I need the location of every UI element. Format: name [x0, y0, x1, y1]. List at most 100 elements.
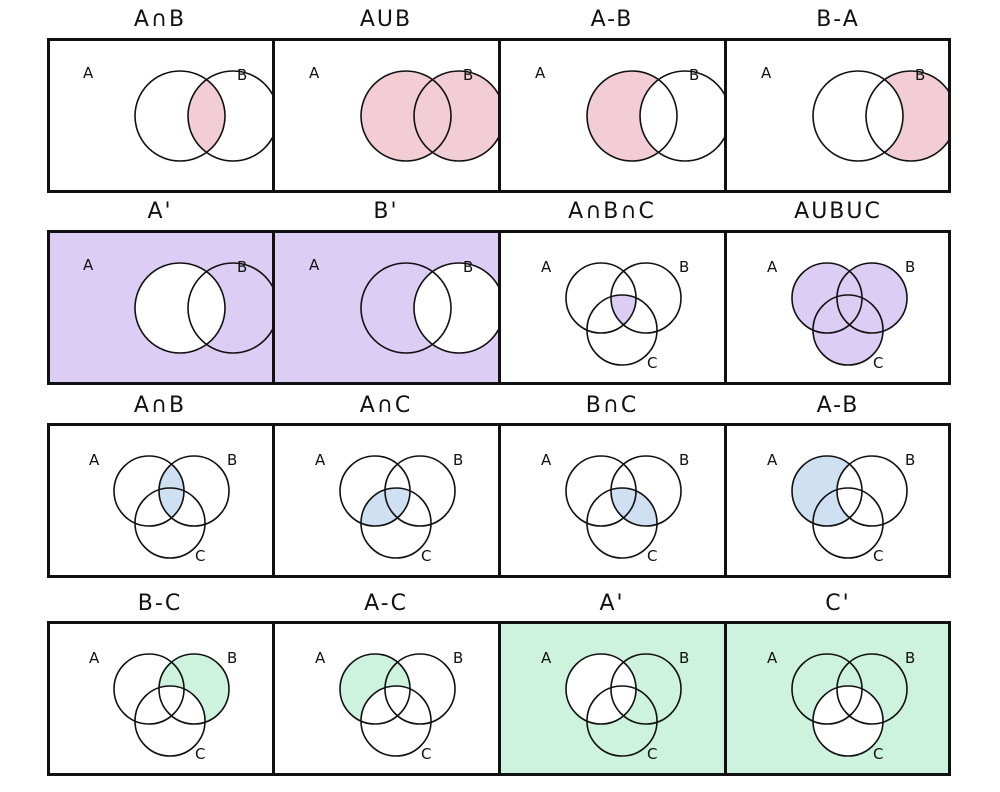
shaded-region	[587, 71, 725, 161]
venn-svg: A B C	[767, 258, 915, 372]
shaded-region	[792, 456, 907, 526]
circle-a	[134, 262, 226, 354]
circle-b	[384, 455, 456, 527]
circle-c	[134, 685, 206, 757]
circle-c	[812, 685, 884, 757]
venn-panel: A B C	[47, 621, 273, 776]
shaded-region	[340, 654, 431, 756]
circle-c	[134, 487, 206, 559]
circle-b	[639, 70, 725, 162]
set-label-b: B	[237, 66, 247, 84]
panel-divider	[272, 621, 275, 776]
panel-title: B-C	[137, 591, 183, 616]
circle-b	[610, 262, 682, 334]
set-label-c: C	[647, 354, 657, 372]
circle-c	[812, 294, 884, 366]
shaded-region	[611, 295, 636, 333]
circle-a	[586, 70, 678, 162]
circle-c	[586, 294, 658, 366]
venn-svg: A B C	[315, 451, 463, 565]
shaded-region	[135, 263, 225, 353]
set-label-a: A	[541, 451, 552, 469]
circle-a	[360, 262, 452, 354]
panel-divider	[498, 423, 501, 578]
panel-title: A'	[147, 199, 173, 224]
set-label-b: B	[237, 258, 247, 276]
panel-title: B∩C	[585, 393, 639, 418]
panel-divider	[498, 230, 501, 385]
shaded-region	[361, 71, 499, 161]
venn-panel: A B C	[47, 423, 273, 578]
panel-title: A∩B	[133, 7, 187, 32]
venn-panel: A B C	[725, 621, 951, 776]
set-label-a: A	[767, 451, 778, 469]
circle-c	[586, 487, 658, 559]
set-label-b: B	[689, 66, 699, 84]
venn-panel: A B C	[725, 423, 951, 578]
venn-panel: A B C	[273, 621, 499, 776]
panel-divider	[272, 38, 275, 193]
circle-b	[836, 653, 908, 725]
set-label-a: A	[535, 64, 546, 82]
panel-title: A∩B	[133, 393, 187, 418]
circle-a	[360, 70, 452, 162]
circle-b	[865, 70, 951, 162]
set-label-a: A	[315, 451, 326, 469]
venn-svg: A B C	[541, 258, 689, 372]
panel-divider	[498, 38, 501, 193]
set-label-c: C	[647, 745, 657, 763]
set-label-a: A	[761, 64, 772, 82]
set-label-c: C	[421, 547, 431, 565]
venn-svg: A B C	[541, 649, 689, 763]
panel-title: AUB	[359, 7, 413, 32]
set-label-b: B	[915, 66, 925, 84]
set-label-b: B	[453, 649, 463, 667]
panel-divider	[272, 230, 275, 385]
venn-svg: A B C	[767, 649, 915, 763]
set-label-c: C	[421, 745, 431, 763]
set-label-b: B	[905, 451, 915, 469]
venn-svg: A B C	[89, 649, 237, 763]
set-label-a: A	[89, 451, 100, 469]
venn-panel: A B C	[273, 423, 499, 578]
venn-svg: A B C	[89, 451, 237, 565]
set-label-b: B	[453, 451, 463, 469]
venn-svg: A B C	[541, 451, 689, 565]
shaded-region	[566, 654, 636, 724]
circle-c	[812, 487, 884, 559]
set-label-b: B	[463, 66, 473, 84]
panel-title: B'	[373, 199, 399, 224]
set-label-a: A	[83, 64, 94, 82]
set-label-b: B	[905, 649, 915, 667]
set-label-b: B	[463, 258, 473, 276]
circle-b	[384, 653, 456, 725]
panel-divider	[724, 38, 727, 193]
venn-panel: A B C	[499, 230, 725, 385]
venn-panel: A B C	[499, 621, 725, 776]
panel-divider	[272, 423, 275, 578]
panel-divider	[724, 621, 727, 776]
shaded-region	[792, 263, 907, 365]
set-label-a: A	[315, 649, 326, 667]
panel-title: A-B	[590, 7, 634, 32]
circle-b	[187, 70, 273, 162]
shaded-region	[414, 263, 499, 353]
circle-b	[187, 262, 273, 354]
set-label-a: A	[89, 649, 100, 667]
set-label-a: A	[309, 256, 320, 274]
set-label-c: C	[647, 547, 657, 565]
circle-c	[586, 685, 658, 757]
set-label-a: A	[83, 256, 94, 274]
circle-a	[134, 70, 226, 162]
shaded-region	[813, 71, 951, 161]
venn-panel: A B C	[725, 230, 951, 385]
panel-title: C'	[825, 591, 851, 616]
